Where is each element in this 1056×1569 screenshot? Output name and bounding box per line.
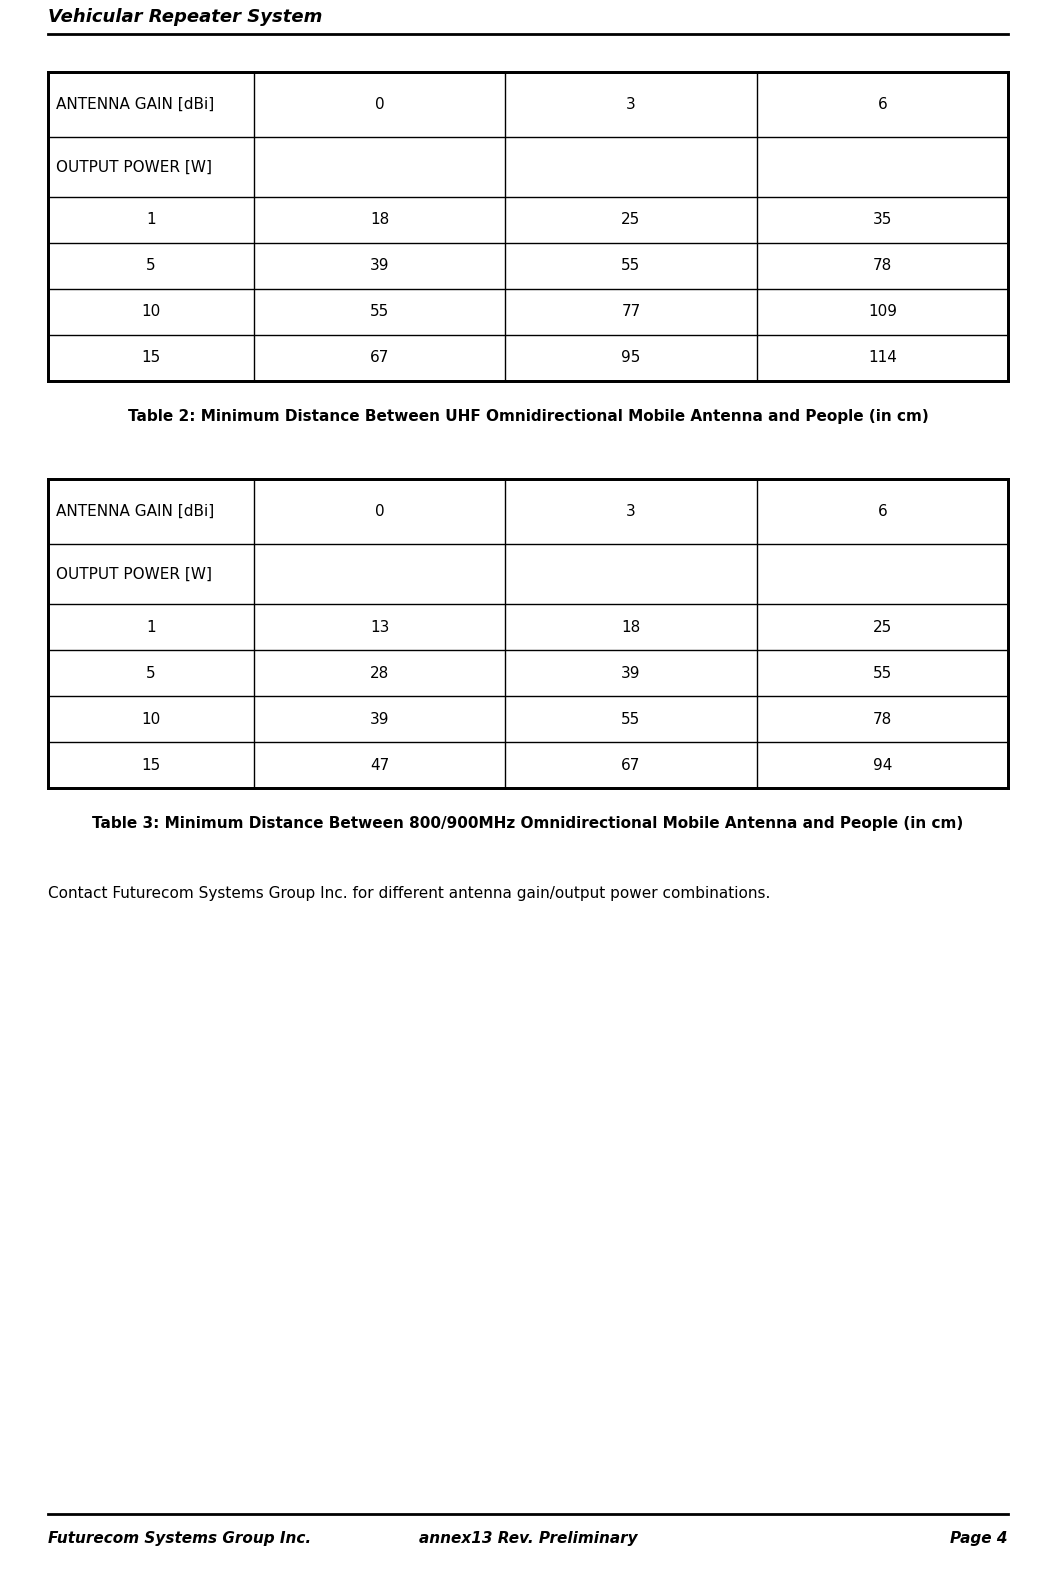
Text: 0: 0 [375, 97, 384, 111]
Text: 39: 39 [621, 665, 641, 681]
Text: 15: 15 [142, 350, 161, 366]
Text: 10: 10 [142, 304, 161, 320]
Text: 25: 25 [621, 212, 641, 228]
Text: 55: 55 [621, 259, 641, 273]
Text: 28: 28 [370, 665, 390, 681]
Text: 3: 3 [626, 97, 636, 111]
Text: Vehicular Repeater System: Vehicular Repeater System [48, 8, 322, 27]
Bar [48, 72, 1008, 381]
Text: annex13 Rev. Preliminary: annex13 Rev. Preliminary [418, 1531, 638, 1547]
Text: 0: 0 [375, 504, 384, 519]
Text: OUTPUT POWER [W]: OUTPUT POWER [W] [56, 566, 212, 582]
Text: Table 3: Minimum Distance Between 800/900MHz Omnidirectional Mobile Antenna and : Table 3: Minimum Distance Between 800/90… [92, 816, 964, 832]
Text: 13: 13 [370, 620, 390, 634]
Text: 114: 114 [868, 350, 897, 366]
Text: Contact Futurecom Systems Group Inc. for different antenna gain/output power com: Contact Futurecom Systems Group Inc. for… [48, 886, 771, 901]
Text: OUTPUT POWER [W]: OUTPUT POWER [W] [56, 160, 212, 174]
Text: 47: 47 [370, 758, 390, 772]
Text: 5: 5 [146, 665, 156, 681]
Text: 18: 18 [621, 620, 641, 634]
Text: Table 2: Minimum Distance Between UHF Omnidirectional Mobile Antenna and People : Table 2: Minimum Distance Between UHF Om… [128, 410, 928, 424]
Text: 55: 55 [621, 711, 641, 726]
Text: 5: 5 [146, 259, 156, 273]
Text: ANTENNA GAIN [dBi]: ANTENNA GAIN [dBi] [56, 97, 214, 111]
Text: 25: 25 [872, 620, 892, 634]
Text: 6: 6 [878, 504, 887, 519]
Text: 10: 10 [142, 711, 161, 726]
Text: 55: 55 [872, 665, 892, 681]
Text: 95: 95 [621, 350, 641, 366]
Text: 3: 3 [626, 504, 636, 519]
Text: 15: 15 [142, 758, 161, 772]
Text: 18: 18 [370, 212, 390, 228]
Text: 39: 39 [370, 711, 390, 726]
Text: 35: 35 [872, 212, 892, 228]
Text: 78: 78 [872, 711, 892, 726]
Bar [48, 479, 1008, 788]
Text: Page 4: Page 4 [950, 1531, 1008, 1547]
Text: 94: 94 [872, 758, 892, 772]
Text: 1: 1 [146, 212, 156, 228]
Text: 6: 6 [878, 97, 887, 111]
Text: 67: 67 [370, 350, 390, 366]
Text: ANTENNA GAIN [dBi]: ANTENNA GAIN [dBi] [56, 504, 214, 519]
Text: 78: 78 [872, 259, 892, 273]
Text: 1: 1 [146, 620, 156, 634]
Text: 109: 109 [868, 304, 897, 320]
Text: 77: 77 [621, 304, 641, 320]
Text: 67: 67 [621, 758, 641, 772]
Text: Futurecom Systems Group Inc.: Futurecom Systems Group Inc. [48, 1531, 312, 1547]
Text: 39: 39 [370, 259, 390, 273]
Text: 55: 55 [370, 304, 390, 320]
